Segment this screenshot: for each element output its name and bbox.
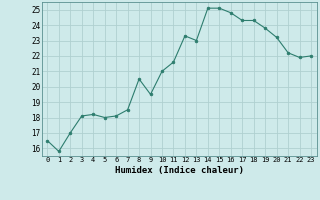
- X-axis label: Humidex (Indice chaleur): Humidex (Indice chaleur): [115, 166, 244, 175]
